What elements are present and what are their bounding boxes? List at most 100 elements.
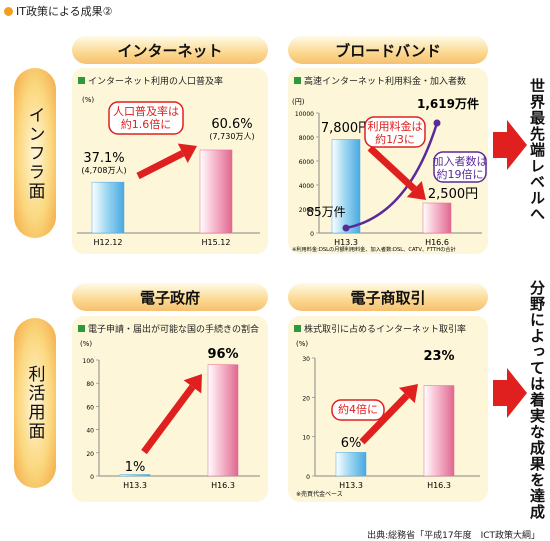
callout-internet-bubble [108,101,184,135]
y-tick-label: 4000 [299,183,314,190]
chart-title-internet: インターネット利用の人口普及率 [78,74,223,87]
chart-panel-egov: 電子申請・届出が可能な国の手続きの割合 (%) 100 80 60 40 20 0 H13.3… [72,316,268,502]
bar-H16.3 [423,385,455,477]
x-tick-label: H15.12 [202,238,231,247]
chart-svg-ecommerce: (%) 30 20 10 0 H13.3 H16.3 6% 23% 約4倍に ※売買代金ベース [296,340,480,498]
y-unit-label: (円) [292,98,305,106]
green-square-icon [78,325,85,332]
y-tick-label: 40 [86,428,94,435]
y-tick-label: 100 [83,358,95,365]
bar-H16.3 [207,364,239,477]
y-tick-label: 2000 [299,207,314,214]
y-tick-label: 30 [302,356,310,363]
y-tick-label: 20 [302,395,310,402]
y-unit-label: (%) [80,340,92,348]
y-tick-label: 0 [310,231,314,238]
value-label: 1% [125,460,146,475]
chart-svg-internet: (%) H12.12 H15.12 37.1%(4,708万人) 60.6%(7,730… [77,96,260,247]
callout-ecommerce-bubble [331,399,385,421]
bar-H12.12 [91,181,125,234]
x-tick-label: H16.6 [425,238,449,247]
green-square-icon [294,325,301,332]
side-arrow-top [493,120,527,170]
chart-panel-broadband: 高速インターネット利用料金・加入者数 (円) 10000 8000 6000 4000 2… [288,68,488,254]
y-tick-label: 10 [302,435,310,442]
sub-value-label: (4,708万人) [81,166,126,175]
row-label-infrastructure-text: インフラ面 [24,105,45,201]
panel-header-ecommerce: 電子商取引 [288,283,488,311]
chart-title-egov-text: 電子申請・届出が可能な国の手続きの割合 [88,325,260,335]
growth-arrow-shaft [136,150,185,180]
row-label-utilization: 利活用面 [14,318,56,488]
value-label: 37.1% [83,151,124,166]
subscriber-point [433,119,441,127]
chart-title-ecommerce-text: 株式取引に占めるインターネット取引率 [304,325,467,335]
callout-subscribers-line: 加入者数は [433,155,488,168]
chart-title-internet-text: インターネット利用の人口普及率 [88,77,224,87]
value-label: 96% [207,347,238,362]
green-square-icon [78,77,85,84]
y-tick-label: 6000 [299,159,314,166]
series-value-label: 1,619万件 [417,96,479,111]
callout-subscribers-bubble [433,151,487,183]
x-tick-label: H13.3 [339,481,363,490]
y-unit-label: (%) [296,340,308,348]
page-title: IT政策による成果② [4,3,113,19]
x-tick-label: H13.3 [123,481,147,490]
side-arrow-bottom [493,368,527,418]
callout-price-bubble [364,116,426,148]
growth-arrow-head [177,143,197,164]
sub-value-label: (7,730万人) [209,132,254,141]
value-label: 23% [423,349,454,364]
callout-internet-line: 約1.6倍に [121,117,172,131]
y-tick-label: 10000 [295,111,314,118]
y-tick-label: 80 [86,381,94,388]
side-text-top: 世界最先端レベルへ [528,78,546,222]
growth-arrow-shaft [141,384,196,455]
chart-svg-broadband: (円) 10000 8000 6000 4000 2000 0 H13.3 H16.6 7,800… [292,96,488,253]
source-note: 出典:総務省「平成17年度 ICT政策大綱」 [367,531,540,541]
value-label: 60.6% [211,117,252,132]
bar-H13.3 [331,139,361,234]
callout-ecommerce-line: 約4倍に [338,402,378,416]
callout-internet-line: 人口普及率は [113,104,179,118]
subscriber-line [345,122,439,230]
chart-panel-ecommerce: 株式取引に占めるインターネット取引率 (%) 30 20 10 0 H13.3 H16.3 6… [288,316,488,502]
row-label-utilization-text: 利活用面 [24,365,45,441]
bar-H16.6 [422,202,452,234]
bar-H13.3 [119,474,151,477]
chart-title-broadband-text: 高速インターネット利用料金・加入者数 [304,77,467,87]
page-title-text: IT政策による成果② [16,5,113,18]
chart-title-ecommerce: 株式取引に占めるインターネット取引率 [294,322,466,335]
footnote: ※利用料金:DSLの月額利用料金、加入者数:DSL、CATV、FTTHの合計 [292,245,456,253]
chart-panel-internet: インターネット利用の人口普及率 (%) H12.12 H15.12 37.1% (4,7… [72,68,268,254]
value-label: 7,800円 [321,121,371,136]
x-tick-label: H12.12 [94,238,123,247]
right-arrow-icon [493,120,527,170]
callout-subscribers-line: 約19倍に [437,167,484,181]
price-arrow-shaft [367,145,417,192]
panel-header-broadband: ブロードバンド [288,36,488,64]
chart-title-egov: 電子申請・届出が可能な国の手続きの割合 [78,322,259,335]
x-tick-label: H16.3 [427,481,451,490]
panel-header-internet: インターネット [72,36,268,64]
chart-svg-egov: (%) 100 80 60 40 20 0 H13.3 H16.3 1% 96% [80,340,260,490]
growth-arrow-head [398,384,418,404]
growth-arrow-shaft [359,393,410,445]
price-arrow-head [406,181,426,200]
callout-price-line: 約1/3に [375,132,415,146]
y-tick-label: 8000 [299,135,314,142]
bar-H15.12 [199,149,233,234]
callout-price-line: 利用料金は [368,119,423,133]
x-tick-label: H13.3 [334,238,358,247]
value-label: 2,500円 [428,187,478,202]
growth-arrow-head [183,374,202,394]
y-unit-label: (%) [82,96,94,104]
subscriber-point [342,224,350,232]
y-tick-label: 0 [306,474,310,481]
value-label: 6% [341,436,362,451]
y-tick-label: 20 [86,451,94,458]
y-tick-label: 0 [90,474,94,481]
row-label-infrastructure: インフラ面 [14,68,56,238]
bar-H13.3 [335,452,367,477]
